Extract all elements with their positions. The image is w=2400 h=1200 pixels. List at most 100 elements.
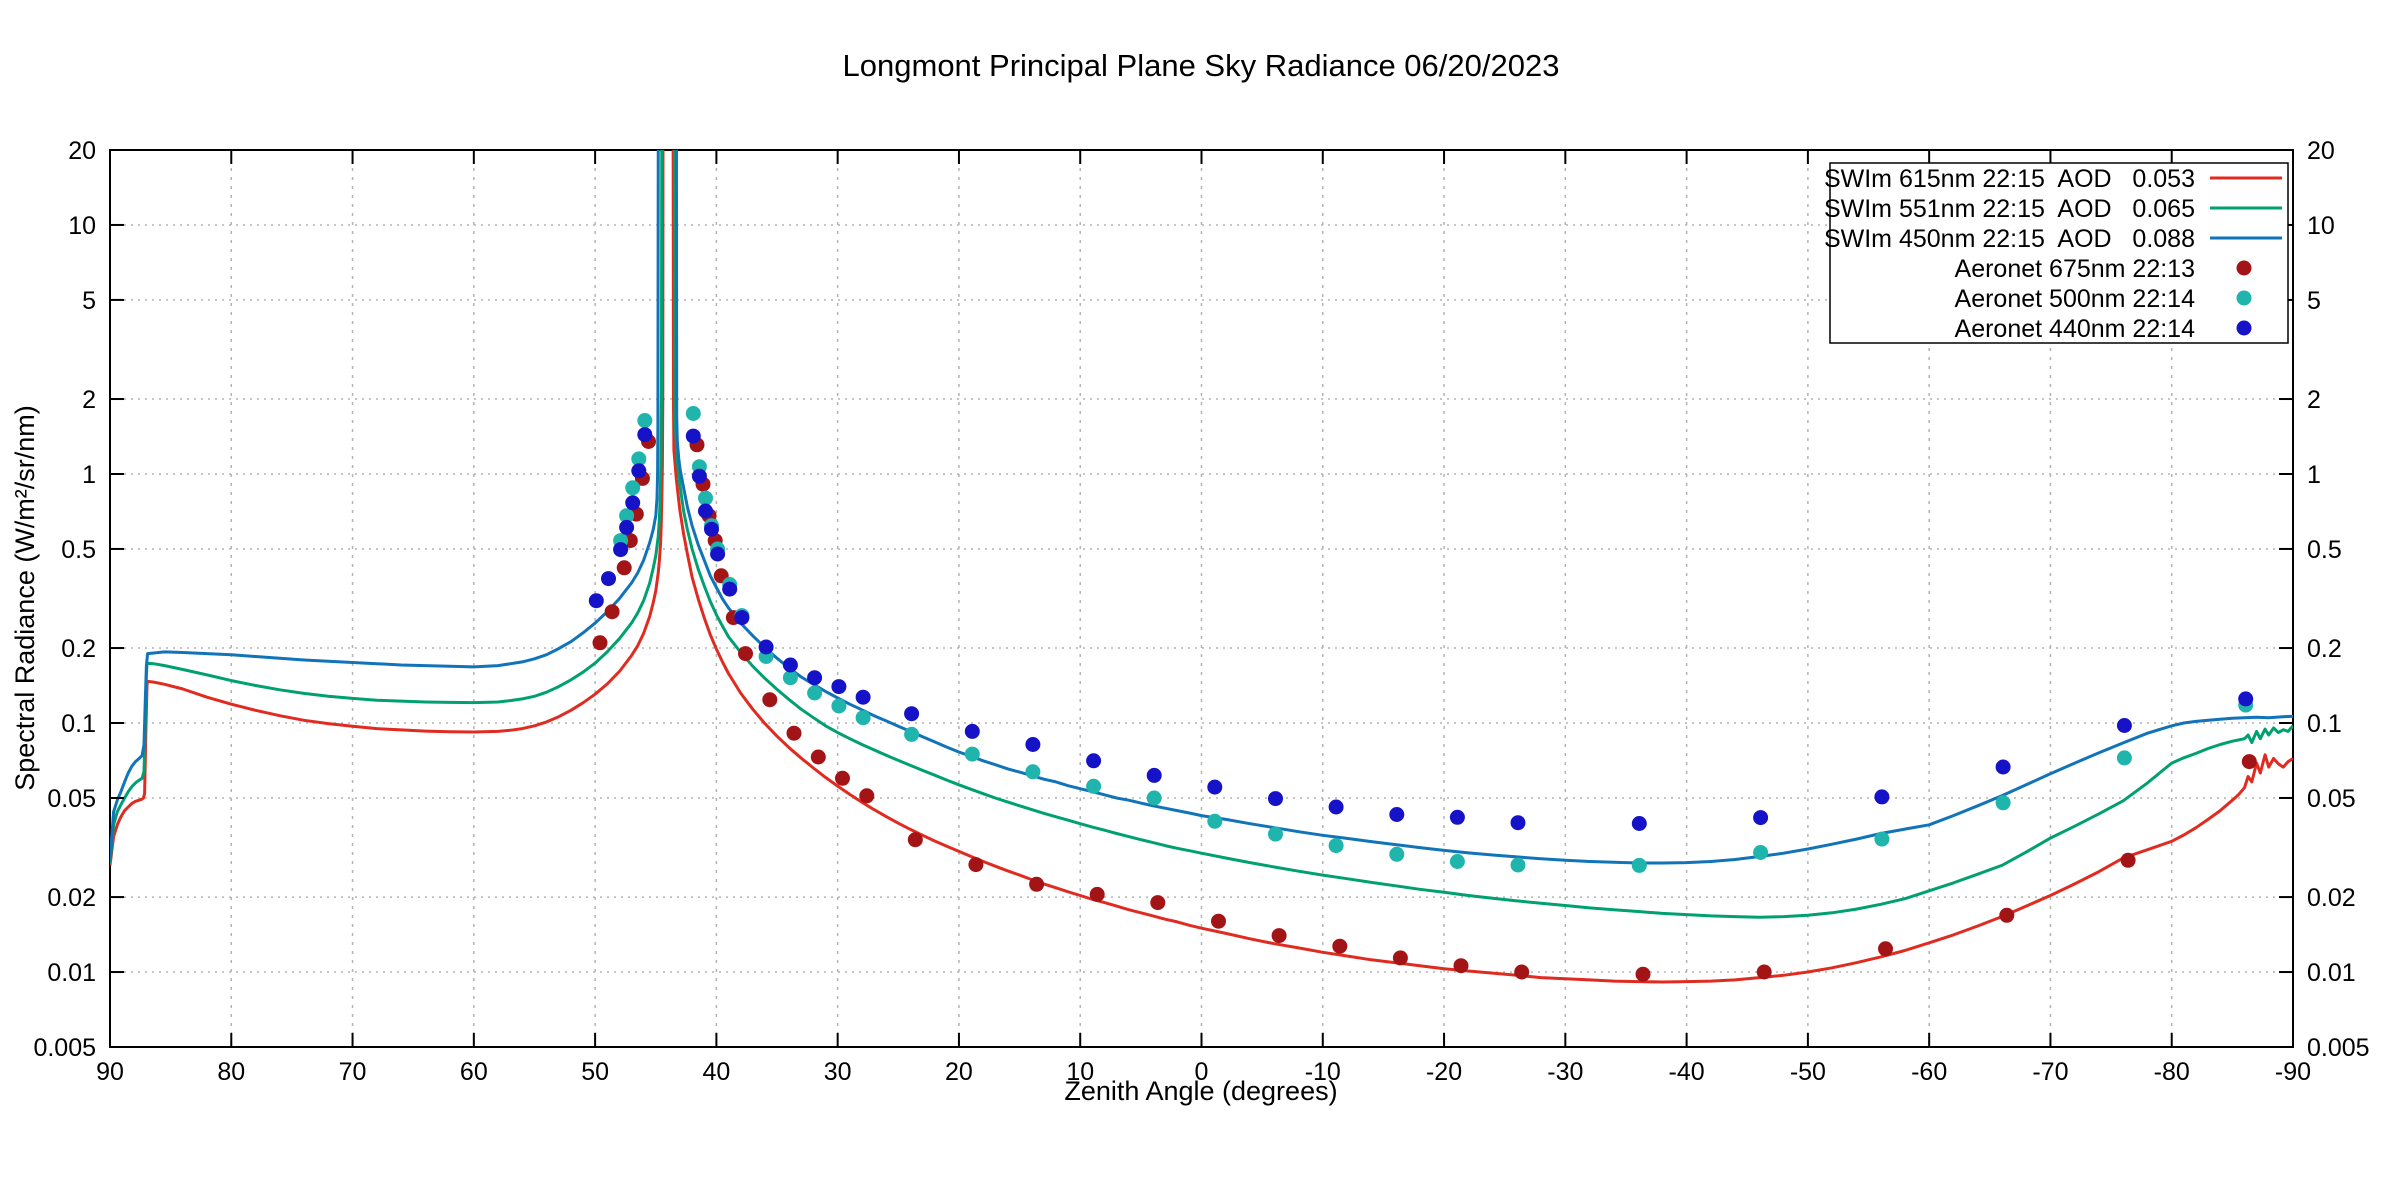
data-point <box>807 685 823 701</box>
data-point <box>855 689 871 705</box>
data-point <box>637 427 653 443</box>
data-point <box>831 698 847 714</box>
data-point <box>1389 846 1405 862</box>
y-tick-label-left: 1 <box>82 461 96 489</box>
x-axis-label: Zenith Angle (degrees) <box>1064 1076 1337 1106</box>
legend-dot-sample <box>2236 320 2252 336</box>
data-point <box>1389 807 1405 822</box>
x-tick-label: -90 <box>2275 1058 2311 1086</box>
data-point <box>1025 764 1041 780</box>
data-point <box>904 706 920 722</box>
data-point <box>685 406 701 421</box>
data-point <box>1025 737 1041 752</box>
y-tick-label-right: 2 <box>2307 386 2321 414</box>
y-tick-label-right: 0.005 <box>2307 1034 2370 1062</box>
tick-layer <box>109 149 2294 1048</box>
data-point <box>592 635 608 651</box>
data-point <box>1999 907 2015 923</box>
data-point <box>1753 845 1769 860</box>
y-tick-label-left: 2 <box>82 386 96 414</box>
y-tick-label-left: 0.2 <box>61 635 96 663</box>
x-tick-label: 10 <box>1066 1058 1094 1086</box>
x-tick-label: 40 <box>702 1058 730 1086</box>
y-tick-label-right: 5 <box>2307 287 2321 315</box>
data-point <box>1271 928 1287 944</box>
x-tick-label: 60 <box>460 1058 488 1086</box>
data-point <box>1146 790 1162 806</box>
y-tick-label-right: 0.5 <box>2307 536 2342 564</box>
legend-entry-label: SWIm 551nm 22:15 AOD 0.065 <box>1824 195 2195 223</box>
data-point <box>1449 809 1465 825</box>
y-tick-label-right: 20 <box>2307 137 2335 165</box>
data-point <box>1635 966 1651 982</box>
data-point <box>1328 838 1344 854</box>
data-point <box>625 480 641 496</box>
y-tick-label-right: 0.01 <box>2307 959 2356 987</box>
data-point <box>1150 895 1166 911</box>
y-tick-label-left: 5 <box>82 287 96 315</box>
y-tick-label-right: 0.05 <box>2307 785 2356 813</box>
data-point <box>1207 813 1223 829</box>
legend-entry-label: Aeronet 675nm 22:13 <box>1955 255 2195 283</box>
data-point <box>1995 759 2011 775</box>
data-point <box>964 723 980 739</box>
x-tick-label: -60 <box>1911 1058 1947 1086</box>
y-tick-label-left: 0.05 <box>47 785 96 813</box>
x-tick-label: -50 <box>1790 1058 1826 1086</box>
legend-dot-sample <box>2236 290 2252 306</box>
series-scatter-aeronet-440nm-22-14 <box>588 427 2254 831</box>
data-point <box>625 495 641 511</box>
data-point <box>722 581 738 597</box>
data-point <box>1631 816 1647 831</box>
data-point <box>1995 795 2011 811</box>
data-point <box>1332 938 1348 954</box>
x-tick-label: -70 <box>2032 1058 2068 1086</box>
x-tick-label: -10 <box>1305 1058 1341 1086</box>
data-point <box>691 468 707 484</box>
y-tick-label-left: 10 <box>68 212 96 240</box>
y-axis-label: Spectral Radiance (W/m²/sr/nm) <box>10 405 40 791</box>
legend-entry-label: Aeronet 440nm 22:14 <box>1955 315 2196 343</box>
y-tick-label-left: 0.02 <box>47 884 96 912</box>
y-tick-label-right: 10 <box>2307 212 2335 240</box>
data-point <box>2116 750 2132 766</box>
chart-title: Longmont Principal Plane Sky Radiance 06… <box>843 48 1560 83</box>
data-point <box>698 490 713 506</box>
data-point <box>637 413 653 428</box>
data-point <box>782 670 798 686</box>
data-point <box>758 639 774 655</box>
data-point <box>810 749 826 765</box>
data-point <box>734 610 750 626</box>
legend-dot-sample <box>2236 260 2252 276</box>
data-point <box>1874 789 1890 805</box>
x-tick-label: 20 <box>945 1058 973 1086</box>
data-point <box>1514 964 1530 980</box>
x-tick-label: 70 <box>339 1058 367 1086</box>
data-point <box>1392 950 1408 966</box>
data-point <box>786 725 802 741</box>
data-point <box>601 571 616 587</box>
data-point <box>1146 767 1162 783</box>
data-point <box>968 857 984 873</box>
data-point <box>1029 876 1045 892</box>
data-point <box>1878 941 1893 957</box>
grid-layer <box>110 150 2293 1047</box>
y-tick-label-right: 0.2 <box>2307 635 2342 663</box>
data-point <box>604 604 620 620</box>
data-point <box>698 503 713 519</box>
data-point <box>964 746 980 762</box>
data-point <box>2241 754 2257 770</box>
x-tick-label: 0 <box>1195 1058 1209 1086</box>
x-tick-label: 50 <box>581 1058 609 1086</box>
x-tick-label: 90 <box>96 1058 124 1086</box>
y-tick-label-left: 0.01 <box>47 959 96 987</box>
series-line-swim-615nm-22-15-aod-0-053 <box>110 150 2293 984</box>
data-point <box>619 508 635 524</box>
data-point <box>1453 958 1469 974</box>
data-point <box>1268 826 1283 842</box>
data-point <box>762 692 778 708</box>
data-point <box>1631 857 1647 873</box>
x-tick-label: -30 <box>1547 1058 1583 1086</box>
data-point <box>631 463 647 479</box>
